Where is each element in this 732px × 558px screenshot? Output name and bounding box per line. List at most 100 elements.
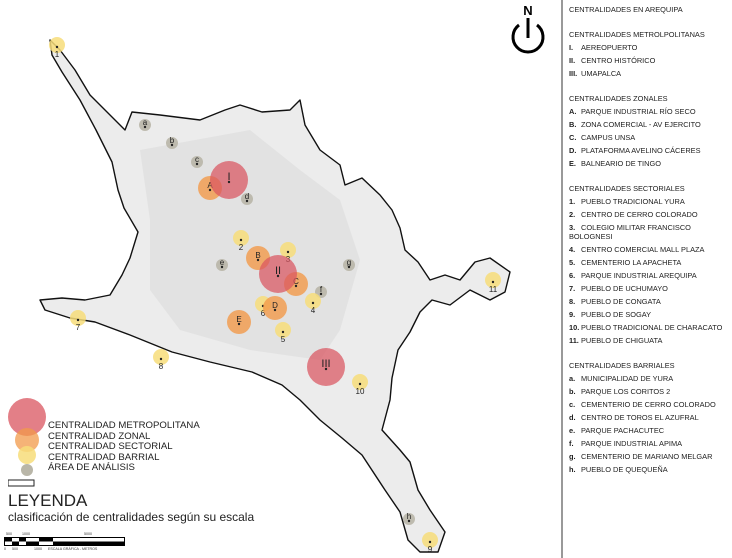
centrality-item: 3. COLEGIO MILITAR FRANCISCO BOLOGNESI [569,223,732,241]
centrality-marker-metropolitana[interactable] [210,161,248,199]
scale-tick: 0 [4,547,6,551]
centrality-item: E. BALNEARIO DE TINGO [569,159,732,168]
marker-label: f [320,285,323,294]
centrality-item: d. CENTRO DE TOROS EL AZUFRAL [569,413,732,422]
centrality-item: B. ZONA COMERCIAL - AV EJERCITO [569,120,732,129]
item-label: PARQUE PACHACUTEC [581,426,665,435]
centrality-item: C. CAMPUS UNSA [569,133,732,142]
item-label: PUEBLO DE UCHUMAYO [581,284,668,293]
marker-label: B [255,251,260,260]
item-label: CENTRO COMERCIAL MALL PLAZA [581,245,705,254]
marker-dot [143,125,147,129]
marker-label: g [347,258,351,267]
centrality-marker-sectorial[interactable] [305,293,321,309]
item-label: PUEBLO TRADICIONAL DE CHARACATO [581,323,723,332]
centrality-item: 2. CENTRO DE CERRO COLORADO [569,210,732,219]
centrality-marker-sectorial[interactable] [485,272,501,288]
scale-label: ESCALA GRÁFICA - METROS [48,547,98,551]
item-key: C. [569,133,577,142]
marker-label: h [407,512,411,521]
centrality-marker-sectorial[interactable] [275,322,291,338]
centrality-marker-barrial[interactable] [343,259,355,271]
centrality-item: 7. PUEBLO DE UCHUMAYO [569,284,732,293]
item-key: 3. [569,223,576,232]
item-key: f. [569,439,574,448]
item-key: A. [569,107,577,116]
item-key: 4. [569,245,576,254]
item-key: 7. [569,284,576,293]
item-label: CAMPUS UNSA [581,133,636,142]
centrality-marker-barrial[interactable] [241,193,253,205]
centrality-marker-barrial[interactable] [191,156,203,168]
item-key: I. [569,43,574,52]
item-label: UMAPALCA [581,69,622,78]
centrality-marker-metropolitana[interactable] [259,255,297,293]
urban-fabric [140,130,360,360]
marker-label: 4 [311,306,316,315]
centrality-marker-zonal[interactable] [227,310,251,334]
section-title: CENTRALIDADES METROLPOLITANAS [569,30,705,39]
item-label: CEMENTERIO DE CERRO COLORADO [581,400,716,409]
centrality-marker-sectorial[interactable] [280,242,296,258]
item-label: PUEBLO DE CONGATA [581,297,661,306]
item-label: PUEBLO DE SOGAY [581,310,652,319]
panel-title: CENTRALIDADES EN AREQUIPA [569,5,683,14]
centrality-item: 4. CENTRO COMERCIAL MALL PLAZA [569,245,732,254]
centrality-item: A. PARQUE INDUSTRIAL RÍO SECO [569,107,732,116]
item-label: PARQUE LOS CORITOS 2 [581,387,671,396]
centrality-marker-sectorial[interactable] [352,374,368,390]
item-key: 6. [569,271,576,280]
north-circle-icon [511,23,545,54]
centrality-item: b. PARQUE LOS CORITOS 2 [569,387,732,396]
legend-subtitle: clasificación de centralidades según su … [8,510,255,524]
item-label: CEMENTERIO LA APACHETA [581,258,682,267]
marker-label: 11 [489,285,498,294]
centrality-marker-barrial[interactable] [166,137,178,149]
centrality-marker-zonal[interactable] [263,296,287,320]
section-title: CENTRALIDADES SECTORIALES [569,184,685,193]
marker-label: 2 [239,243,244,252]
marker-label: b [170,136,175,145]
item-label: PARQUE INDUSTRIAL APIMA [581,439,683,448]
marker-dot [245,199,249,203]
centrality-marker-sectorial[interactable] [49,37,65,53]
centrality-marker-sectorial[interactable] [233,230,249,246]
marker-dot [159,357,163,361]
item-label: ZONA COMERCIAL - AV EJERCITO [581,120,701,129]
item-label: CENTRO HISTÓRICO [581,56,656,65]
legend-metropolitana: CENTRALIDAD METROPOLITANA [48,420,200,431]
item-key: d. [569,413,576,422]
legend-analysis-area: ÁREA DE ANÁLISIS [48,462,135,473]
item-label: CEMENTERIO DE MARIANO MELGAR [581,452,713,461]
centrality-marker-barrial[interactable] [139,119,151,131]
centrality-item: c. CEMENTERIO DE CERRO COLORADO [569,400,732,409]
centrality-marker-sectorial[interactable] [70,310,86,326]
marker-dot [319,292,323,296]
marker-dot [55,45,59,49]
marker-label: A [207,181,213,190]
item-key: II. [569,56,576,65]
centrality-item: e. PARQUE PACHACUTEC [569,426,732,435]
item-key: c. [569,400,576,409]
scale-tick: 5000 [84,532,92,536]
centrality-item: 11. PUEBLO DE CHIGUATA [569,336,732,345]
marker-label: 5 [281,335,286,344]
marker-dot [358,382,362,386]
centrality-marker-sectorial[interactable] [153,349,169,365]
item-key: 1. [569,197,576,206]
marker-dot [281,330,285,334]
item-key: 10. [569,323,580,332]
marker-dot [237,322,241,326]
north-label: N [523,3,532,18]
marker-label: E [236,315,241,324]
centrality-marker-barrial[interactable] [403,513,415,525]
centrality-marker-barrial[interactable] [216,259,228,271]
centrality-item: a. MUNICIPALIDAD DE YURA [569,374,732,383]
marker-dot [195,162,199,166]
item-key: g. [569,452,576,461]
marker-dot [227,180,231,184]
centrality-marker-metropolitana[interactable] [307,348,345,386]
item-label: AEREOPUERTO [581,43,638,52]
centrality-marker-sectorial[interactable] [422,532,438,548]
marker-label: 7 [76,323,81,332]
